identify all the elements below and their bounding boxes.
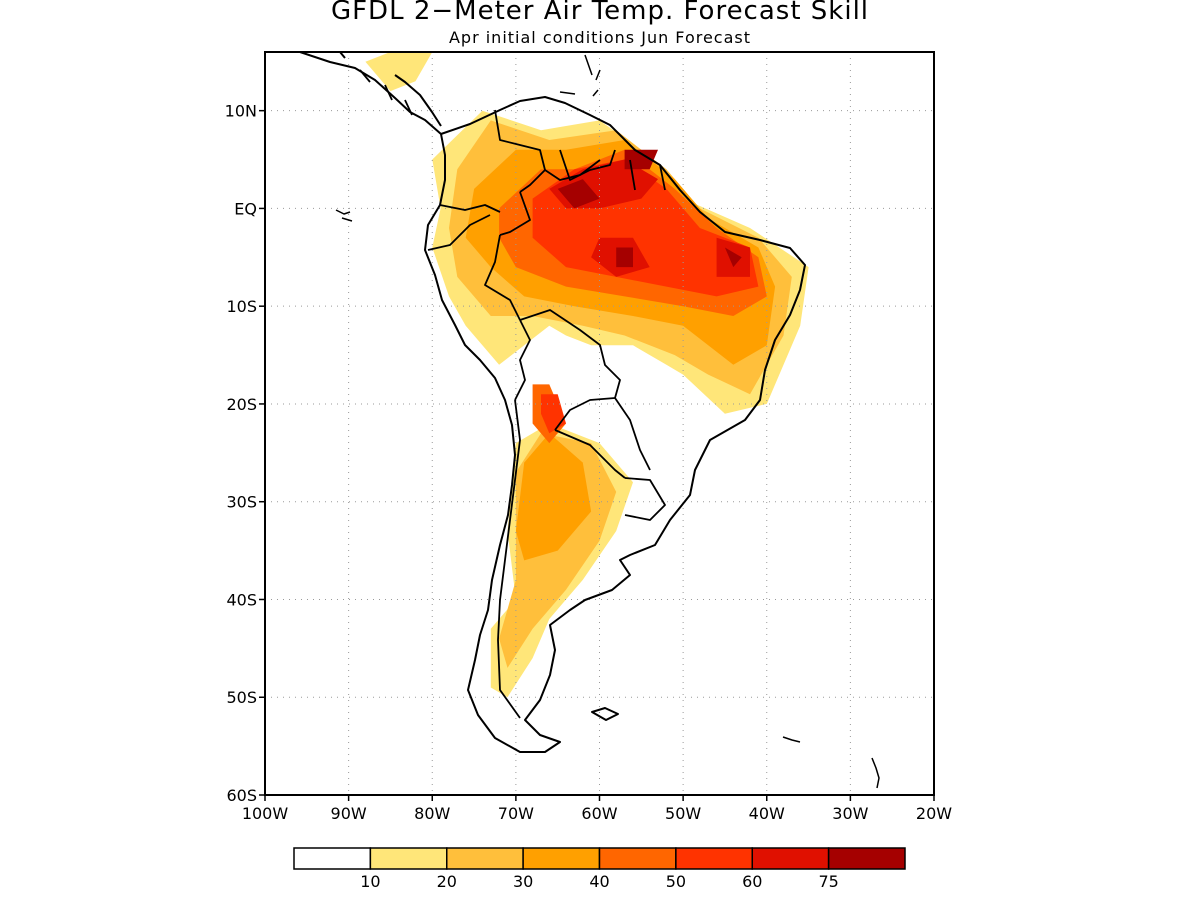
country-borders-layer bbox=[359, 69, 666, 719]
lat-tick-label: 40S bbox=[226, 590, 257, 609]
skill-region-15 bbox=[616, 247, 633, 268]
skill-region-17 bbox=[624, 149, 658, 170]
border-colombia-ecuador bbox=[439, 204, 501, 213]
lon-tick-label: 50W bbox=[665, 804, 701, 823]
longitude-tick-labels: 100W 90W 80W 70W 60W 50W 40W 30W 20W bbox=[242, 795, 952, 823]
colorbar-label: 75 bbox=[818, 872, 838, 891]
colorbar-swatch bbox=[293, 847, 372, 870]
lon-tick-label: 20W bbox=[916, 804, 952, 823]
colorbar-label: 50 bbox=[666, 872, 686, 891]
skill-colorbar: 10 20 30 40 50 60 75 bbox=[293, 847, 906, 891]
lon-tick-label: 70W bbox=[498, 804, 534, 823]
lon-tick-label: 60W bbox=[581, 804, 617, 823]
lon-tick-label: 40W bbox=[749, 804, 785, 823]
colorbar-swatch bbox=[751, 847, 830, 870]
south-georgia bbox=[782, 736, 801, 743]
coastlines-layer bbox=[299, 52, 880, 789]
lat-tick-label: 30S bbox=[226, 493, 257, 512]
border-bolivia-paraguay bbox=[554, 397, 616, 431]
colorbar-label: 20 bbox=[437, 872, 457, 891]
colorbar-label: 30 bbox=[513, 872, 533, 891]
border-central-america bbox=[359, 69, 413, 116]
lat-tick-label: 60S bbox=[226, 786, 257, 805]
border-paraguay-brazil bbox=[614, 397, 651, 471]
skill-shading-layer bbox=[365, 52, 809, 698]
skill-region-5 bbox=[515, 433, 592, 561]
lon-tick-label: 80W bbox=[414, 804, 450, 823]
border-uruguay bbox=[624, 477, 666, 521]
border-peru-bolivia bbox=[514, 319, 531, 401]
colorbar-swatch bbox=[675, 847, 753, 870]
galapagos-islands bbox=[335, 209, 353, 222]
lat-tick-label: 20S bbox=[226, 395, 257, 414]
lat-tick-label: EQ bbox=[234, 199, 257, 218]
colorbar-swatch bbox=[369, 847, 448, 870]
colorbar-swatch bbox=[598, 847, 677, 870]
latitude-tick-labels: 10N EQ 10S 20S 30S 40S 50S 60S bbox=[225, 102, 265, 805]
caribbean-islands bbox=[559, 54, 601, 97]
lon-tick-label: 30W bbox=[832, 804, 868, 823]
border-ecuador-peru bbox=[427, 214, 491, 251]
colorbar-label: 40 bbox=[589, 872, 609, 891]
border-chile-argentina bbox=[497, 399, 521, 719]
lat-tick-label: 10N bbox=[225, 102, 257, 121]
south-sandwich-islands bbox=[871, 757, 880, 789]
skill-region-2 bbox=[365, 52, 433, 92]
border-guianas bbox=[559, 149, 666, 191]
colorbar-label: 10 bbox=[360, 872, 380, 891]
colorbar-label: 60 bbox=[742, 872, 762, 891]
border-peru-brazil bbox=[484, 234, 521, 321]
lon-tick-label: 90W bbox=[331, 804, 367, 823]
map-subtitle: Apr initial conditions Jun Forecast bbox=[448, 28, 752, 47]
map-title: GFDL 2−Meter Air Temp. Forecast Skill bbox=[330, 0, 870, 26]
skill-region-16 bbox=[724, 247, 742, 268]
falkland-islands bbox=[591, 707, 619, 721]
border-bolivia-brazil bbox=[519, 309, 621, 399]
border-colombia-brazil bbox=[499, 191, 531, 236]
south-america-coastline bbox=[424, 96, 806, 753]
lat-tick-label: 10S bbox=[226, 297, 257, 316]
lat-tick-label: 50S bbox=[226, 688, 257, 707]
colorbar-swatch bbox=[827, 847, 906, 870]
border-argentina-paraguay bbox=[554, 429, 626, 479]
colorbar-swatch bbox=[522, 847, 601, 870]
lon-tick-label: 100W bbox=[242, 804, 289, 823]
skill-region-14 bbox=[557, 179, 600, 209]
border-colombia-venezuela bbox=[494, 109, 546, 193]
border-venezuela-brazil bbox=[544, 159, 601, 181]
colorbar-swatch bbox=[446, 847, 524, 870]
